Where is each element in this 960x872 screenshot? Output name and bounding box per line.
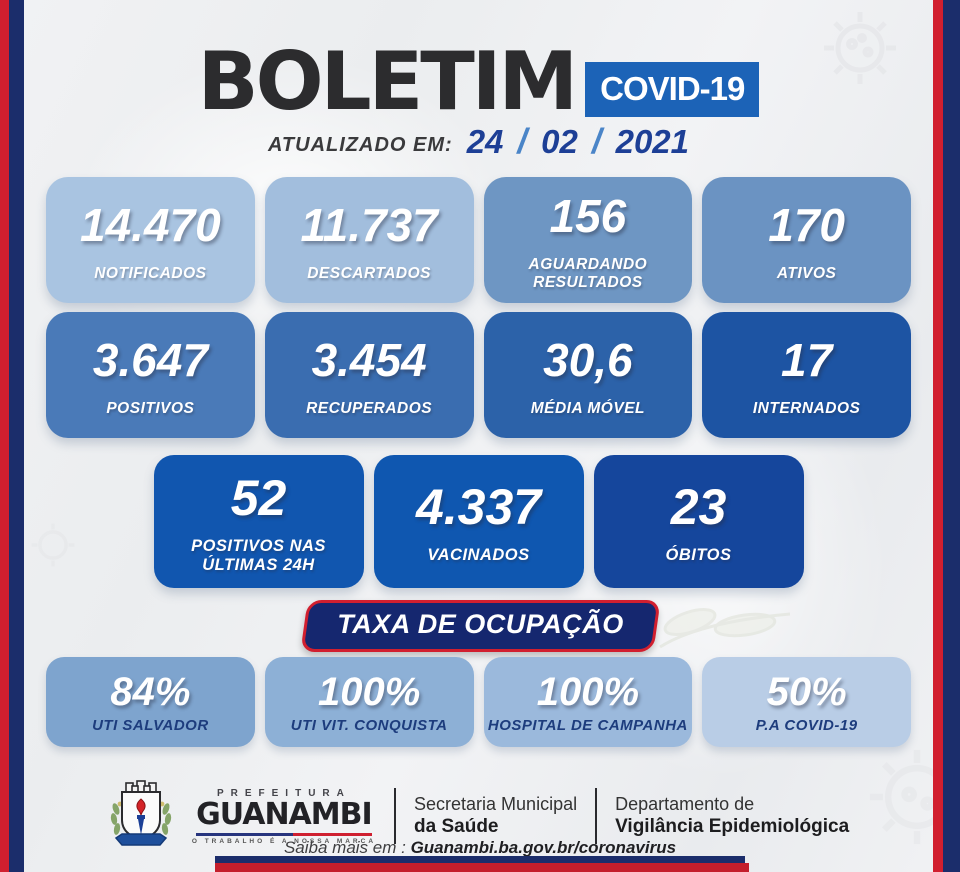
occupancy-value: 50% bbox=[766, 669, 847, 714]
stat-label: ATIVOS bbox=[776, 264, 837, 282]
stat-label: INTERNADOS bbox=[752, 399, 861, 417]
org-vigilancia-epidemiologica: Departamento de Vigilância Epidemiológic… bbox=[615, 793, 849, 839]
occupancy-card-uti-vit-conquista: 100% UTI VIT. CONQUISTA bbox=[264, 657, 474, 747]
stat-label: NOTIFICADOS bbox=[94, 264, 207, 282]
bottom-red-bar bbox=[215, 863, 749, 872]
occupancy-label: UTI SALVADOR bbox=[92, 716, 209, 734]
guanambi-coat-of-arms-icon bbox=[110, 780, 171, 846]
occupancy-row: 84% UTI SALVADOR 100% UTI VIT. CONQUISTA… bbox=[24, 657, 933, 747]
stat-label: ÓBITOS bbox=[665, 546, 732, 565]
stat-card-positivos: 3.647 POSITIVOS bbox=[46, 312, 255, 438]
occupancy-banner-label: TAXA DE OCUPAÇÃO bbox=[336, 609, 624, 639]
date-day: 24 bbox=[466, 123, 504, 160]
date-separator: / bbox=[517, 122, 528, 161]
page-title: BOLETIM bbox=[197, 35, 579, 128]
left-navy-stripe bbox=[9, 0, 24, 872]
stat-card-descartados: 11.737 DESCARTADOS bbox=[264, 177, 474, 303]
covid-19-badge: COVID-19 bbox=[585, 61, 760, 117]
footer-divider bbox=[595, 788, 598, 844]
more-info-line: Saiba mais em : Guanambi.ba.gov.br/coron… bbox=[0, 838, 960, 858]
right-navy-stripe bbox=[943, 0, 960, 872]
stat-label: MÉDIA MÓVEL bbox=[530, 399, 646, 417]
footer-divider bbox=[394, 788, 397, 844]
org-secretaria-saude: Secretaria Municipal da Saúde bbox=[414, 793, 577, 839]
stat-card-internados: 17 INTERNADOS bbox=[702, 312, 911, 438]
stat-label: POSITIVOS NAS ÚLTIMAS 24H bbox=[191, 536, 326, 574]
city-name: GUANAMBI bbox=[196, 796, 372, 832]
stat-label: DESCARTADOS bbox=[307, 264, 432, 282]
stat-card-notificados: 14.470 NOTIFICADOS bbox=[46, 177, 255, 303]
more-info-url[interactable]: Guanambi.ba.gov.br/coronavirus bbox=[410, 838, 677, 857]
org-line2: da Saúde bbox=[414, 816, 499, 838]
stat-card-recuperados: 3.454 RECUPERADOS bbox=[264, 312, 474, 438]
occupancy-banner: TAXA DE OCUPAÇÃO bbox=[300, 600, 660, 652]
occupancy-value: 100% bbox=[317, 669, 421, 714]
date-month: 02 bbox=[541, 123, 578, 160]
date-row: ATUALIZADO EM: 24 / 02 / 2021 bbox=[24, 122, 933, 162]
occupancy-card-uti-salvador: 84% UTI SALVADOR bbox=[46, 657, 255, 747]
guanambi-logo-block: PREFEITURA GUANAMBI O TRABALHO É A NOSSA… bbox=[192, 788, 376, 845]
stat-value: 3.454 bbox=[311, 333, 427, 386]
stat-card-media-movel: 30,6 MÉDIA MÓVEL bbox=[483, 312, 693, 438]
stats-row-2: 3.647 POSITIVOS 3.454 RECUPERADOS 30,6 M… bbox=[24, 312, 933, 438]
stat-value: 52 bbox=[230, 469, 287, 526]
stat-label: RECUPERADOS bbox=[306, 399, 433, 417]
bottom-navy-bar bbox=[215, 856, 745, 863]
footer: PREFEITURA GUANAMBI O TRABALHO É A NOSSA… bbox=[24, 779, 933, 853]
stat-value: 170 bbox=[768, 198, 845, 251]
right-red-stripe bbox=[933, 0, 943, 872]
occupancy-label: UTI VIT. CONQUISTA bbox=[290, 716, 448, 734]
stat-value: 17 bbox=[781, 333, 833, 386]
stat-value: 156 bbox=[549, 189, 627, 242]
stat-value: 14.470 bbox=[80, 198, 221, 251]
org-line2: Vigilância Epidemiológica bbox=[615, 816, 850, 838]
occupancy-label: P.A COVID-19 bbox=[755, 716, 858, 734]
date-separator: / bbox=[591, 122, 602, 161]
stat-card-vacinados: 4.337 VACINADOS bbox=[373, 455, 584, 588]
occupancy-banner-wrap: TAXA DE OCUPAÇÃO bbox=[0, 600, 960, 652]
stat-card-obitos: 23 ÓBITOS bbox=[593, 455, 804, 588]
stat-card-ativos: 170 ATIVOS bbox=[702, 177, 911, 303]
occupancy-value: 100% bbox=[536, 669, 640, 714]
stat-value: 30,6 bbox=[543, 333, 633, 386]
left-red-stripe bbox=[0, 0, 9, 872]
more-info-label: Saiba mais em : bbox=[283, 838, 406, 857]
stat-value: 11.737 bbox=[300, 198, 438, 251]
occupancy-value: 84% bbox=[110, 669, 191, 714]
stat-value: 23 bbox=[670, 479, 727, 536]
occupancy-card-hospital-campanha: 100% HOSPITAL DE CAMPANHA bbox=[483, 657, 693, 747]
occupancy-card-pa-covid19: 50% P.A COVID-19 bbox=[702, 657, 911, 747]
stats-row-1: 14.470 NOTIFICADOS 11.737 DESCARTADOS 15… bbox=[24, 177, 933, 303]
header: BOLETIM COVID-19 bbox=[24, 35, 933, 128]
org-line1: Secretaria Municipal bbox=[414, 793, 578, 814]
prefeitura-label: PREFEITURA bbox=[216, 787, 351, 799]
stats-row-3: 52 POSITIVOS NAS ÚLTIMAS 24H 4.337 VACIN… bbox=[24, 455, 933, 588]
date-year: 2021 bbox=[615, 123, 690, 160]
stat-value: 3.647 bbox=[92, 333, 208, 386]
stat-label: AGUARDANDO RESULTADOS bbox=[528, 255, 648, 291]
stat-value: 4.337 bbox=[415, 479, 542, 536]
org-line1: Departamento de bbox=[615, 793, 755, 814]
city-motto: O TRABALHO É A NOSSA MARCA bbox=[191, 837, 377, 845]
stat-card-aguardando-resultados: 156 AGUARDANDO RESULTADOS bbox=[483, 177, 693, 303]
stat-label: VACINADOS bbox=[427, 546, 530, 565]
occupancy-label: HOSPITAL DE CAMPANHA bbox=[487, 716, 688, 734]
updated-label: ATUALIZADO EM: bbox=[267, 133, 453, 156]
stat-label: POSITIVOS bbox=[106, 399, 195, 417]
logo-divider-line bbox=[195, 832, 373, 836]
stat-card-positivos-24h: 52 POSITIVOS NAS ÚLTIMAS 24H bbox=[153, 455, 364, 588]
